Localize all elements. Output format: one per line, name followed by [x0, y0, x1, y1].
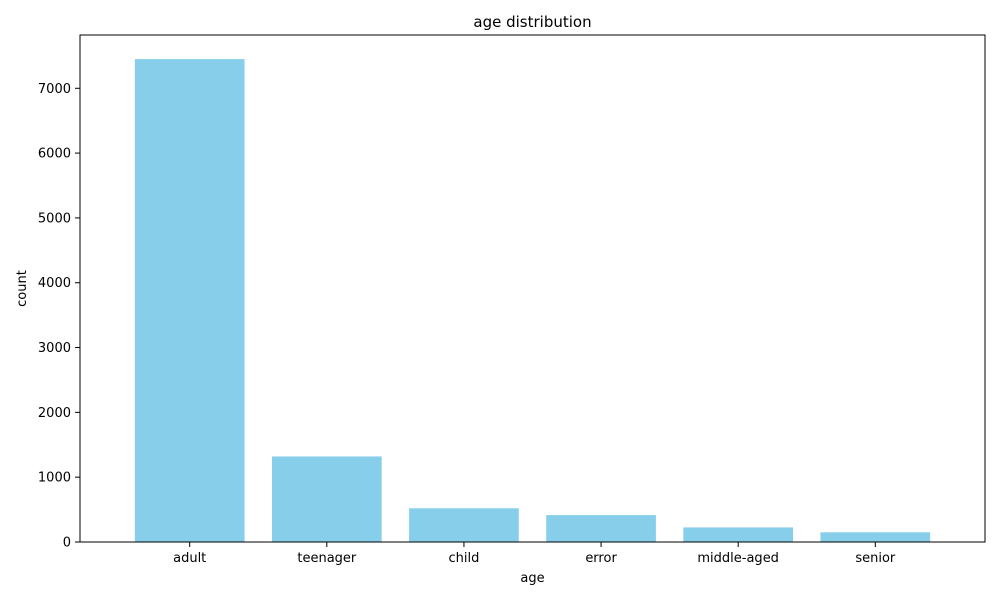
y-tick-label: 5000: [38, 211, 71, 226]
x-tick-label: senior: [855, 551, 896, 566]
bar-senior: [820, 532, 931, 542]
bar-error: [546, 515, 656, 542]
y-tick-label: 3000: [38, 341, 71, 356]
x-tick-label: adult: [173, 551, 206, 566]
y-axis-ticks: 0 1000 2000 3000 4000 5000 6000 7000: [38, 82, 80, 551]
y-tick-label: 4000: [38, 276, 71, 291]
y-tick-label: 2000: [38, 406, 71, 421]
x-axis-ticks: adult teenager child error middle-aged senior: [173, 542, 896, 566]
chart-title: age distribution: [473, 13, 591, 31]
x-tick-label: middle-aged: [697, 551, 779, 566]
y-tick-label: 0: [63, 536, 71, 551]
bar-teenager: [271, 456, 382, 542]
x-tick-label: error: [585, 551, 617, 566]
plot-frame: [79, 34, 986, 543]
x-axis-label: age: [520, 571, 544, 586]
y-tick-label: 7000: [38, 82, 71, 97]
bars: [134, 59, 931, 542]
y-axis-label: count: [15, 270, 30, 307]
x-tick-label: child: [449, 551, 480, 566]
y-tick-label: 6000: [38, 147, 71, 162]
bar-middle-aged: [683, 527, 794, 542]
y-tick-label: 1000: [38, 471, 71, 486]
x-tick-label: teenager: [297, 551, 357, 566]
bar-adult: [134, 59, 245, 542]
bar-child: [409, 508, 519, 542]
